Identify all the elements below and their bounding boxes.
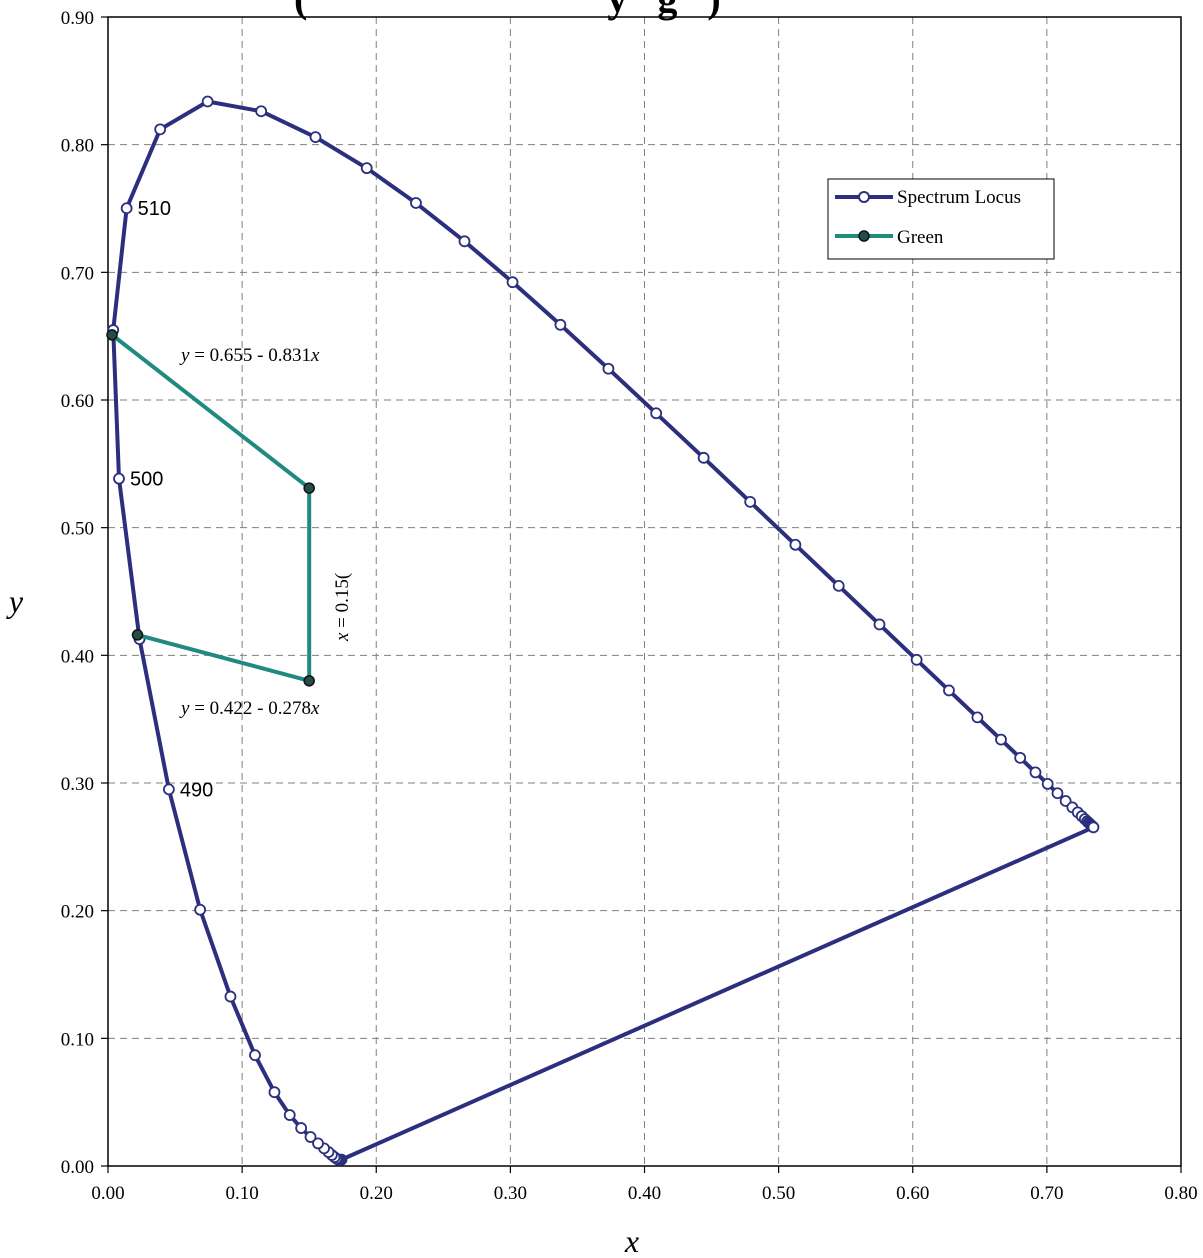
equation-upper-body: = 0.655 - 0.831 — [189, 345, 311, 366]
spectrum-locus-point — [1051, 787, 1064, 800]
spectrum-locus-point — [506, 276, 519, 289]
y-tick-label: 0.10 — [61, 1029, 94, 1050]
equation-vertical: x = 0.15( — [332, 573, 353, 642]
x-tick-label: 0.80 — [1164, 1183, 1197, 1204]
y-tick-label: 0.80 — [61, 136, 94, 157]
x-tick-label: 0.30 — [494, 1183, 527, 1204]
x-tick-label: 0.00 — [91, 1183, 124, 1204]
spectrum-locus-point — [1029, 766, 1042, 779]
spectrum-locus-point — [458, 235, 471, 248]
green-boundary-point — [131, 629, 144, 641]
spectrum-locus-point — [410, 197, 422, 209]
equation-lower-body: = 0.422 - 0.278 — [189, 698, 311, 719]
spectrum-locus-point — [312, 1137, 324, 1150]
x-axis-title: x — [624, 1223, 639, 1258]
equation-lower: y = 0.422 - 0.278x — [179, 698, 320, 719]
spectrum-locus-point — [789, 538, 802, 551]
spectrum-locus-point — [360, 162, 373, 175]
spectrum-locus-point — [154, 123, 167, 136]
equation-upper: y = 0.655 - 0.831x — [179, 345, 320, 366]
green-boundary-line — [110, 333, 312, 683]
legend-spectrum-marker — [858, 191, 870, 203]
y-tick-label: 0.40 — [61, 646, 94, 667]
y-tick-label: 0.70 — [61, 263, 94, 284]
y-axis-ticks: 0.00 0.10 0.20 0.30 0.40 0.50 0.60 0.70 0.80 0.90 — [61, 8, 94, 1178]
spectrum-locus-point — [283, 1109, 296, 1121]
equation-upper-x: x — [310, 345, 320, 366]
equation-upper-y: y — [179, 345, 190, 366]
spectrum-locus-point — [194, 903, 207, 916]
spectrum-locus-point — [224, 990, 237, 1003]
equation-vertical-x: x — [332, 632, 353, 642]
y-tick-label: 0.50 — [61, 519, 94, 540]
spectrum-locus-point — [995, 733, 1007, 746]
y-tick-label: 0.20 — [61, 902, 94, 923]
legend-green-label: Green — [897, 227, 944, 248]
x-tick-label: 0.70 — [1030, 1183, 1063, 1204]
x-tick-label: 0.50 — [762, 1183, 795, 1204]
spectrum-locus-point — [697, 451, 710, 464]
equation-lower-y: y — [179, 698, 190, 719]
green-boundary-point — [106, 329, 118, 341]
spectrum-locus-point — [1014, 751, 1027, 764]
spectrum-locus-point — [744, 495, 757, 508]
spectrum-locus-point — [602, 362, 615, 375]
legend: Spectrum Locus Green — [827, 178, 1055, 260]
x-tick-label: 0.60 — [896, 1183, 929, 1204]
spectrum-locus-point — [910, 653, 923, 666]
chart-title: ( y g ) — [294, 0, 721, 21]
spectrum-locus-point — [120, 202, 133, 215]
spectrum-locus-point — [295, 1122, 308, 1134]
spectrum-locus-point — [971, 711, 984, 724]
green-boundary-point — [303, 675, 315, 687]
equation-vertical-body: = 0.15( — [332, 573, 353, 633]
wavelength-label: 500 — [130, 469, 163, 491]
x-tick-label: 0.10 — [226, 1183, 259, 1204]
x-tick-label: 0.40 — [628, 1183, 661, 1204]
spectrum-locus-point — [113, 472, 125, 485]
y-tick-label: 0.30 — [61, 774, 94, 795]
y-tick-label: 0.60 — [61, 391, 94, 412]
spectrum-locus-point — [554, 318, 567, 331]
wavelength-label: 510 — [138, 198, 171, 220]
spectrum-locus-point — [268, 1086, 281, 1099]
y-tick-label: 0.00 — [61, 1157, 94, 1178]
wavelength-label: 490 — [180, 779, 213, 801]
spectrum-locus-point — [162, 783, 175, 796]
series-layer — [106, 95, 1100, 1166]
equation-lower-x: x — [310, 698, 320, 719]
spectrum-locus-point — [201, 95, 214, 108]
grid-lines — [101, 16, 1182, 1173]
wavelength-labels: 510 500 490 — [130, 198, 213, 801]
spectrum-locus-point — [650, 407, 663, 420]
y-axis-title: y — [6, 583, 24, 619]
spectrum-locus-point — [832, 579, 845, 592]
green-boundary-point — [303, 482, 315, 494]
spectrum-locus-point — [873, 618, 886, 631]
plot-frame — [107, 16, 1182, 1167]
spectrum-locus-point — [249, 1049, 261, 1062]
x-tick-label: 0.20 — [360, 1183, 393, 1204]
legend-green-marker — [858, 230, 870, 242]
x-axis-ticks: 0.00 0.10 0.20 0.30 0.40 0.50 0.60 0.70 0.80 — [91, 1183, 1197, 1204]
spectrum-locus-point — [304, 1131, 317, 1143]
spectrum-locus-point — [309, 131, 322, 144]
spectrum-locus-point — [943, 684, 955, 697]
spectrum-locus-point — [1087, 821, 1100, 834]
legend-spectrum-label: Spectrum Locus — [897, 187, 1021, 208]
spectrum-locus-point — [1041, 777, 1054, 790]
spectrum-locus-point — [255, 105, 268, 118]
y-tick-label: 0.90 — [61, 8, 94, 29]
